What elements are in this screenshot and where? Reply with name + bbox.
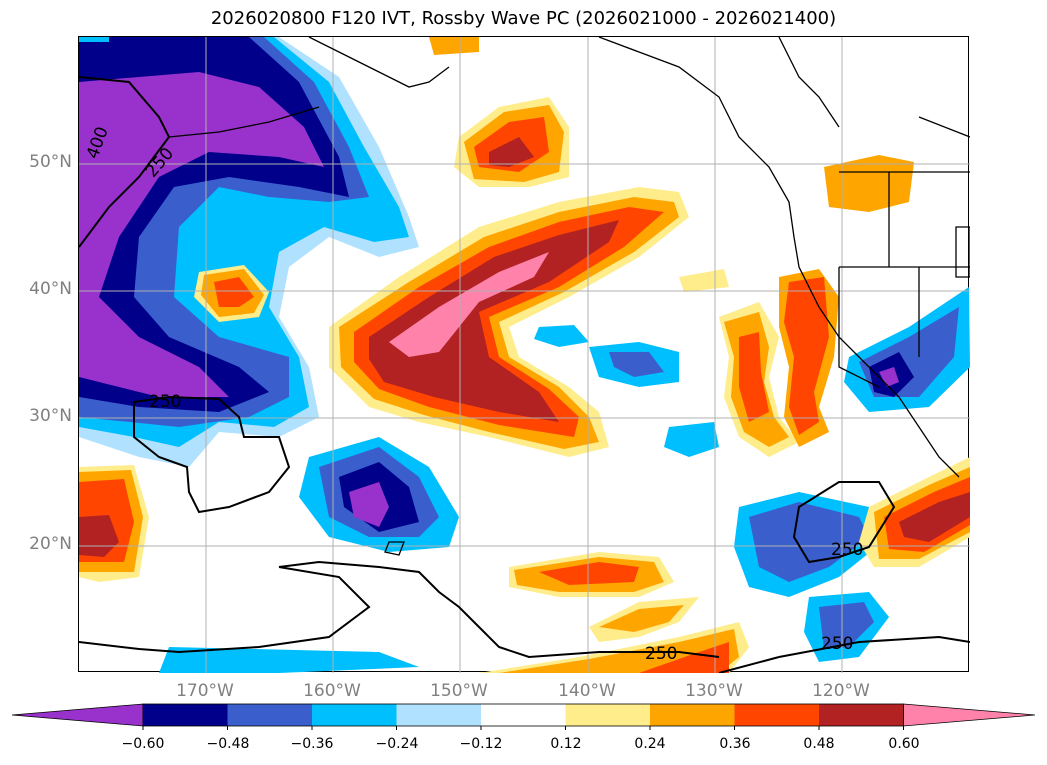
lon-label-170w: 170°W (176, 681, 234, 701)
contour-label-250-east: 250 (831, 540, 863, 560)
contour-label-250-west: 250 (149, 392, 181, 412)
lon-label-120w: 120°W (812, 681, 870, 701)
colorbar-tick-neg012: −0.12 (459, 736, 503, 752)
lat-label-40n: 40°N (29, 279, 72, 299)
colorbar-tick-neg060: −0.60 (121, 736, 165, 752)
map-title: 2026020800 F120 IVT, Rossby Wave PC (202… (210, 8, 837, 29)
colorbar-tick-neg024: −0.24 (375, 736, 419, 752)
colorbar-tick-048: 0.48 (803, 736, 835, 752)
colorbar (11, 703, 1036, 730)
colorbar-segment (650, 704, 735, 726)
graticule (79, 37, 970, 673)
colorbar-tick-012: 0.12 (550, 736, 582, 752)
colorbar-segment (819, 704, 904, 726)
colorbar-segment (227, 704, 313, 726)
colorbar-tick-024: 0.24 (634, 736, 666, 752)
colorbar-frame (142, 703, 904, 727)
colorbar-segment (396, 704, 482, 726)
lon-label-130w: 130°W (685, 681, 743, 701)
colorbar-tick-036: 0.36 (719, 736, 751, 752)
negative-anomaly-shading (79, 37, 970, 673)
colorbar-tick-neg048: −0.48 (206, 736, 250, 752)
coastlines (168, 36, 971, 556)
colorbar-segment (481, 704, 566, 726)
lat-label-30n: 30°N (29, 406, 72, 426)
colorbar-segment (565, 704, 651, 726)
colorbar-segment (143, 704, 228, 726)
colorbar-tick-neg036: −0.36 (290, 736, 334, 752)
colorbar-segment (312, 704, 397, 726)
contour-label-250-south: 250 (645, 644, 677, 664)
lat-label-50n: 50°N (29, 152, 72, 172)
ivt-contours (78, 76, 971, 674)
colorbar-extension-min (11, 703, 144, 727)
colorbar-tick-060: 0.60 (888, 736, 920, 752)
colorbar-segment (734, 704, 820, 726)
map-panel: 400 250 250 250 250 250 (78, 36, 971, 674)
lat-label-20n: 20°N (29, 534, 72, 554)
lon-label-160w: 160°W (303, 681, 361, 701)
map-canvas: 400 250 250 250 250 250 (78, 36, 971, 674)
lon-label-150w: 150°W (430, 681, 488, 701)
lon-label-140w: 140°W (558, 681, 616, 701)
colorbar-segments (11, 703, 1036, 730)
contour-label-250-southeast: 250 (821, 634, 853, 654)
colorbar-extension-max (903, 703, 1036, 727)
